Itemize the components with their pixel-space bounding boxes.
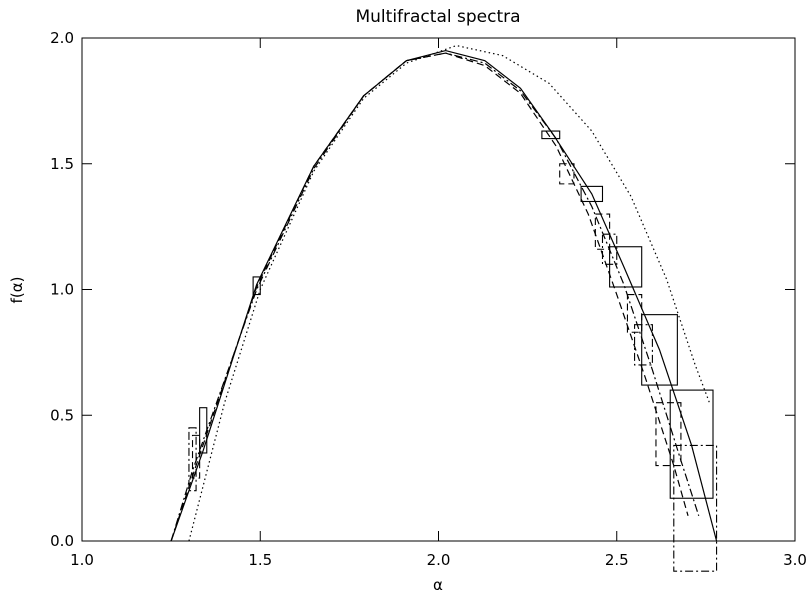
error-box xyxy=(634,324,653,366)
x-tick-label: 1.0 xyxy=(70,551,94,569)
error-box xyxy=(609,246,643,288)
y-tick-label: 1.0 xyxy=(50,281,74,299)
y-axis-label: f(α) xyxy=(8,277,26,304)
error-box xyxy=(594,213,611,250)
spectrum-line xyxy=(188,44,711,542)
y-tick-label: 0.0 xyxy=(50,532,74,550)
spectrum-line xyxy=(170,52,700,542)
spectrum-line xyxy=(170,49,718,542)
error-box xyxy=(655,402,682,467)
x-tick-label: 2.5 xyxy=(605,551,629,569)
y-tick-label: 1.5 xyxy=(50,155,74,173)
x-axis-label: α xyxy=(433,576,443,594)
error-box xyxy=(191,434,201,479)
x-tick-label: 3.0 xyxy=(783,551,807,569)
error-box xyxy=(601,233,618,265)
error-box xyxy=(541,130,561,140)
y-tick-label: 0.5 xyxy=(50,406,74,424)
error-box xyxy=(580,185,604,203)
error-box xyxy=(669,389,714,499)
error-box xyxy=(252,276,261,296)
y-tick-label: 2.0 xyxy=(50,29,74,47)
chart-title: Multifractal spectra xyxy=(355,7,520,27)
spectrum-line xyxy=(170,52,689,542)
error-box xyxy=(559,163,575,185)
error-box xyxy=(641,314,678,386)
error-box xyxy=(673,444,718,572)
x-tick-label: 2.0 xyxy=(427,551,451,569)
error-box xyxy=(188,427,197,492)
x-tick-label: 1.5 xyxy=(248,551,272,569)
